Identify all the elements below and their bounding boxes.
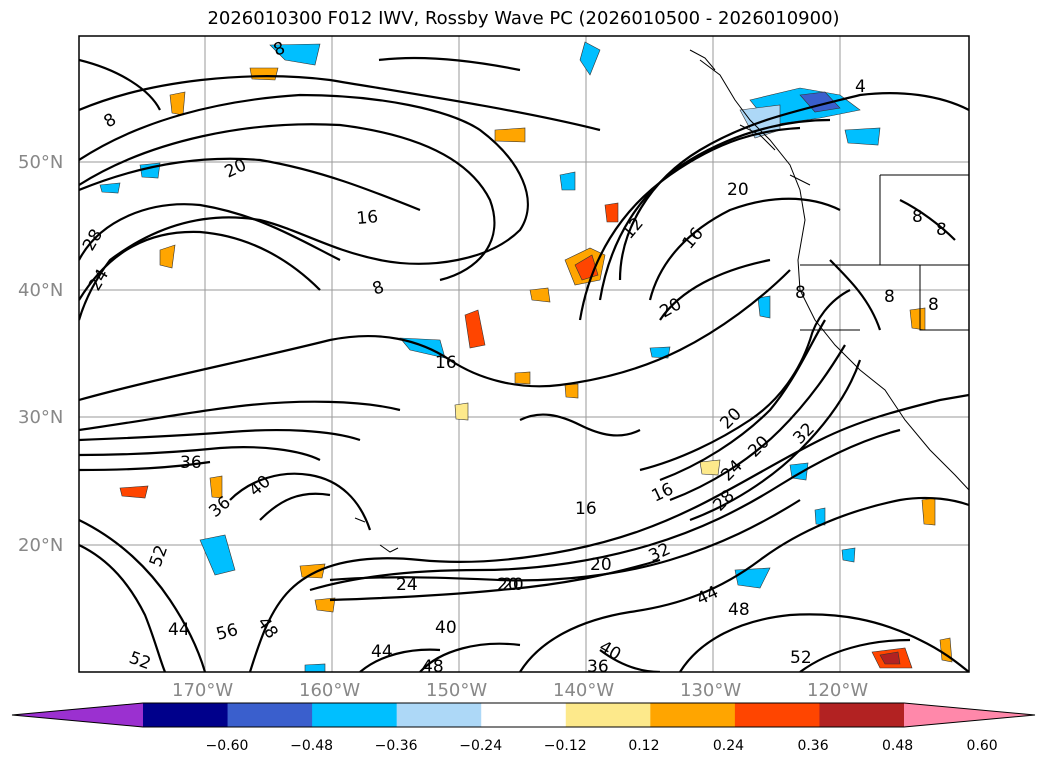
colorbar-tick-label: −0.60 bbox=[205, 738, 249, 754]
colorbar-tick-label: −0.48 bbox=[290, 738, 334, 754]
contour-label: 20 bbox=[590, 555, 612, 575]
contour-label: 8 bbox=[795, 283, 806, 303]
lat-label-30n: 30°N bbox=[18, 407, 64, 428]
colorbar-tick-label: 0.36 bbox=[797, 738, 829, 754]
colorbar-swatch bbox=[312, 703, 398, 727]
contour-label: 52 bbox=[790, 648, 812, 668]
colorbar-swatch bbox=[819, 703, 905, 727]
contour-label: 8 bbox=[936, 220, 947, 240]
colorbar-tick-label: 0.60 bbox=[966, 738, 998, 754]
contour-label: 8 bbox=[928, 295, 939, 315]
lat-label-50n: 50°N bbox=[18, 152, 64, 173]
contour-label: 40 bbox=[435, 618, 457, 638]
colorbar-swatch bbox=[227, 703, 313, 727]
colorbar-swatch bbox=[565, 703, 651, 727]
colorbar-tick-label: 0.24 bbox=[712, 738, 745, 754]
lon-label-150w: 150°W bbox=[426, 680, 488, 701]
contour-label: 4 bbox=[855, 77, 866, 97]
contour-label: 24 bbox=[396, 575, 418, 595]
colorbar-swatch bbox=[396, 703, 482, 727]
lat-label-40n: 40°N bbox=[18, 280, 64, 301]
colorbar-swatch bbox=[481, 703, 567, 727]
colorbar-tick-label: −0.24 bbox=[459, 738, 503, 754]
colorbar-swatch bbox=[143, 703, 229, 727]
lon-label-130w: 130°W bbox=[680, 680, 742, 701]
contour-label: 16 bbox=[435, 353, 457, 373]
contour-label: 20 bbox=[497, 575, 519, 595]
contour-label: 36 bbox=[180, 453, 202, 473]
contour-label: 20 bbox=[502, 575, 524, 595]
iwv-contours bbox=[79, 56, 969, 672]
colorbar-extend-high bbox=[904, 703, 1035, 727]
colorbar-extend-low bbox=[12, 703, 143, 727]
colorbar-swatch bbox=[650, 703, 736, 727]
contour-label: 48 bbox=[728, 600, 750, 620]
map-frame bbox=[78, 35, 970, 673]
lon-label-140w: 140°W bbox=[553, 680, 615, 701]
colorbar-tick-label: 0.48 bbox=[882, 738, 914, 754]
contour-label: 44 bbox=[168, 620, 190, 640]
lat-label-20n: 20°N bbox=[18, 535, 64, 556]
contour-label: 16 bbox=[575, 499, 597, 519]
gridlines bbox=[79, 36, 969, 672]
colorbar-tick-label: −0.36 bbox=[374, 738, 418, 754]
lon-label-170w: 170°W bbox=[172, 680, 234, 701]
colorbar-tick-label: −0.12 bbox=[543, 738, 587, 754]
contour-label: 20 bbox=[727, 180, 749, 200]
colorbar-swatch bbox=[734, 703, 820, 727]
map-title: 2026010300 F012 IWV, Rossby Wave PC (202… bbox=[207, 8, 840, 29]
coastlines bbox=[354, 49, 969, 553]
contour-label: 8 bbox=[884, 287, 895, 307]
colorbar-outline bbox=[11, 702, 1036, 728]
lon-label-120w: 120°W bbox=[807, 680, 869, 701]
contour-label: 8 bbox=[912, 207, 923, 227]
lon-label-160w: 160°W bbox=[299, 680, 361, 701]
contour-label: 44 bbox=[371, 642, 393, 662]
contour-label: 48 bbox=[422, 657, 444, 677]
contour-label: 36 bbox=[587, 657, 609, 677]
colorbar-tick-label: 0.12 bbox=[628, 738, 660, 754]
contour-label: 16 bbox=[356, 207, 379, 229]
